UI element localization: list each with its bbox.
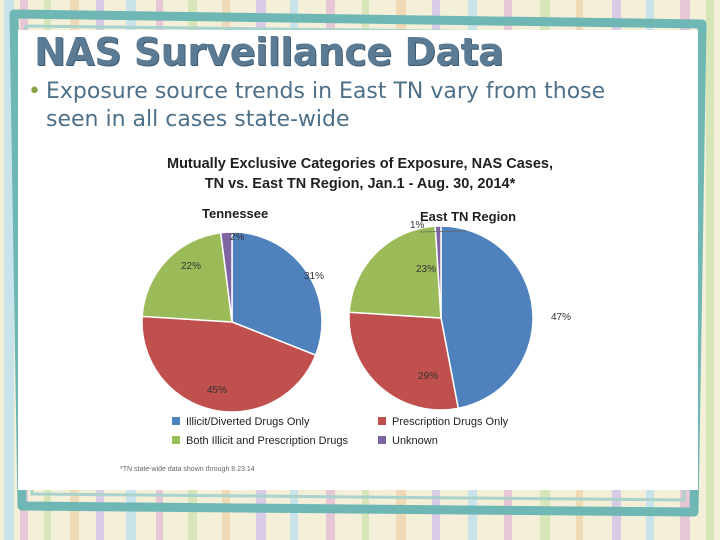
data-label-tennessee-both: 22%	[181, 261, 201, 272]
slide-title: NAS Surveillance Data	[34, 30, 504, 74]
bullet-point: • Exposure source trends in East TN vary…	[28, 78, 658, 134]
data-label-east-tn-prescription: 29%	[418, 371, 438, 382]
pie-title-east-tn: East TN Region	[420, 209, 517, 224]
legend-item-illicit: Illicit/Diverted Drugs Only	[172, 416, 309, 432]
pie-title-tennessee: Tennessee	[202, 206, 269, 221]
pie-slice-tennessee-prescription	[141, 315, 317, 413]
chart-footnote: *TN state-wide data shown through 8.23.1…	[120, 466, 255, 473]
data-label-tennessee-prescription: 45%	[207, 385, 227, 396]
chart-title: Mutually Exclusive Categories of Exposur…	[167, 156, 553, 172]
legend-item-unknown: Unknown	[378, 435, 438, 451]
legend-swatch-illicit	[172, 417, 180, 426]
pie-charts: 31% 45% 22% 2% 47% 29% 23% 1%	[141, 220, 571, 413]
chart-figure: Mutually Exclusive Categories of Exposur…	[114, 142, 606, 479]
pie-slice-east-tn-illicit	[440, 225, 534, 410]
bullet-text: Exposure source trends in East TN vary f…	[46, 79, 606, 132]
legend-item-prescription: Prescription Drugs Only	[378, 416, 508, 432]
legend-label-illicit: Illicit/Diverted Drugs Only	[186, 416, 310, 428]
data-label-tennessee-illicit: 31%	[304, 271, 324, 282]
legend-swatch-prescription	[378, 417, 386, 426]
chart-subtitle: TN vs. East TN Region, Jan.1 - Aug. 30, …	[204, 176, 516, 192]
pie-slice-tennessee-illicit	[231, 231, 323, 357]
data-label-east-tn-unknown: 1%	[410, 220, 425, 231]
legend-label-unknown: Unknown	[392, 435, 438, 447]
legend-label-prescription: Prescription Drugs Only	[392, 416, 509, 428]
pie-slice-east-tn-unknown	[434, 225, 442, 319]
bullet-dot-icon: •	[28, 79, 41, 104]
legend-swatch-unknown	[378, 436, 386, 445]
data-label-east-tn-illicit: 47%	[551, 312, 571, 323]
data-label-tennessee-unknown: 2%	[230, 232, 245, 243]
leader-line-east-tn-unknown	[419, 230, 467, 233]
legend-item-both: Both Illicit and Prescription Drugs	[172, 435, 348, 451]
legend-label-both: Both Illicit and Prescription Drugs	[186, 435, 349, 447]
pie-slice-tennessee-both	[141, 231, 233, 323]
data-label-east-tn-both: 23%	[416, 264, 436, 275]
pie-slice-east-tn-prescription	[348, 311, 460, 411]
pie-slice-tennessee-unknown	[219, 231, 233, 323]
pie-slice-east-tn-both	[348, 225, 442, 319]
legend-swatch-both	[172, 436, 180, 445]
